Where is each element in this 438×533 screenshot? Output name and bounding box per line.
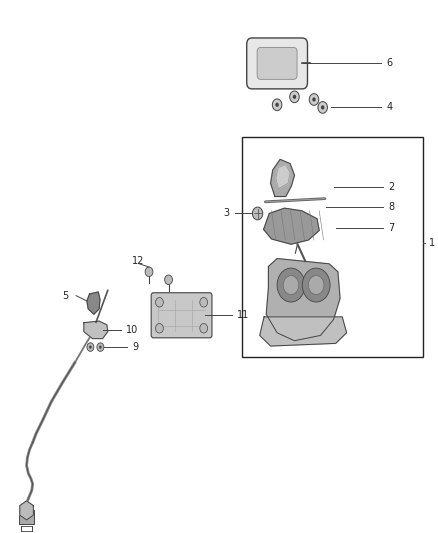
Text: 3: 3 — [223, 208, 230, 219]
Circle shape — [277, 268, 305, 302]
Text: 9: 9 — [133, 342, 139, 352]
Text: 4: 4 — [386, 102, 392, 112]
Circle shape — [155, 324, 163, 333]
Circle shape — [302, 268, 330, 302]
Circle shape — [309, 94, 319, 106]
Circle shape — [165, 275, 173, 285]
Circle shape — [318, 102, 328, 114]
Circle shape — [89, 345, 92, 349]
Circle shape — [290, 91, 299, 103]
Polygon shape — [20, 501, 33, 520]
Circle shape — [283, 276, 299, 295]
Polygon shape — [260, 317, 346, 346]
Circle shape — [97, 343, 104, 351]
Text: 5: 5 — [63, 290, 69, 301]
Text: 10: 10 — [126, 325, 138, 335]
Text: 11: 11 — [237, 310, 249, 320]
Circle shape — [145, 267, 153, 277]
Circle shape — [200, 297, 208, 307]
Circle shape — [200, 324, 208, 333]
Circle shape — [312, 98, 316, 102]
FancyBboxPatch shape — [151, 293, 212, 338]
Text: 12: 12 — [132, 256, 144, 266]
Polygon shape — [266, 259, 340, 341]
Text: 8: 8 — [389, 202, 395, 212]
Circle shape — [155, 297, 163, 307]
Circle shape — [252, 207, 263, 220]
Circle shape — [308, 276, 324, 295]
Circle shape — [293, 95, 296, 99]
Text: 6: 6 — [386, 59, 392, 68]
Text: 1: 1 — [429, 238, 435, 248]
Bar — [242, 136, 423, 357]
Circle shape — [272, 99, 282, 111]
Text: 7: 7 — [389, 223, 395, 233]
Circle shape — [87, 343, 94, 351]
Text: 2: 2 — [389, 182, 395, 192]
FancyBboxPatch shape — [19, 511, 35, 523]
Circle shape — [276, 103, 279, 107]
FancyBboxPatch shape — [257, 47, 297, 79]
Polygon shape — [276, 165, 290, 189]
FancyBboxPatch shape — [247, 38, 307, 89]
Polygon shape — [264, 208, 319, 244]
Polygon shape — [84, 321, 108, 338]
Polygon shape — [271, 159, 294, 197]
Polygon shape — [87, 292, 100, 314]
Circle shape — [99, 345, 102, 349]
Circle shape — [321, 106, 325, 110]
